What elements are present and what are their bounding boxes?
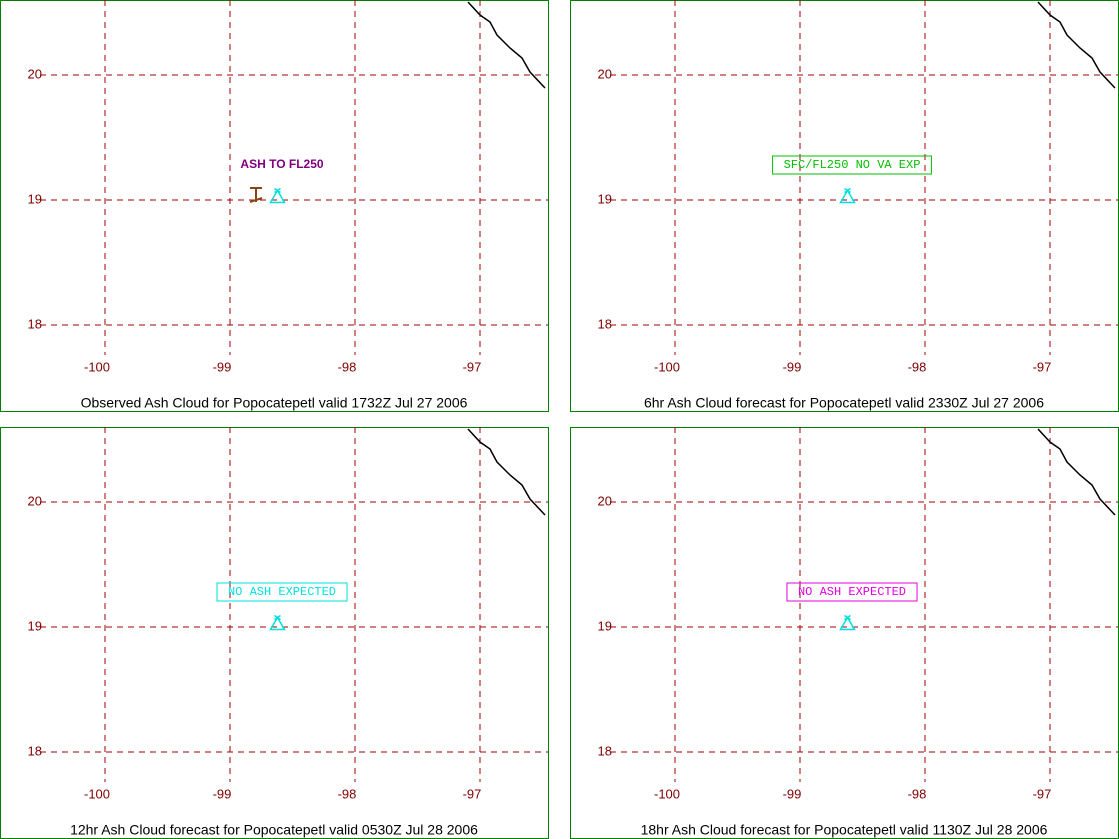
lon-label: -98 — [908, 786, 927, 801]
lat-label: 18 — [28, 743, 42, 758]
lon-label: -99 — [783, 786, 802, 801]
panel-title: 12hr Ash Cloud forecast for Popocatepetl… — [70, 822, 478, 838]
coastline — [1037, 428, 1116, 516]
annotation: SFC/FL250 NO VA EXP — [784, 158, 921, 172]
lon-label: -97 — [463, 786, 482, 801]
volcano-symbol — [839, 187, 856, 204]
lat-label: 18 — [28, 316, 42, 331]
panel-title: 18hr Ash Cloud forecast for Popocatepetl… — [641, 822, 1048, 838]
lat-label: 20 — [598, 66, 612, 81]
lat-label: 20 — [28, 66, 42, 81]
coastline — [467, 428, 546, 516]
panel-border — [0, 0, 549, 412]
lon-label: -97 — [1033, 359, 1052, 374]
panel-border — [570, 0, 1119, 412]
lon-label: -100 — [84, 786, 110, 801]
lon-label: -98 — [338, 786, 357, 801]
volcano-symbol — [269, 614, 286, 631]
lat-label: 19 — [28, 191, 42, 206]
ash-symbol — [249, 187, 263, 203]
annotation-box — [786, 582, 918, 602]
panel-border — [570, 427, 1119, 839]
map-panel: -100 -99 -98 -97 20 19 18 NO ASH EXPECTED 18hr A… — [570, 427, 1119, 839]
panel-title: Observed Ash Cloud for Popocatepetl vali… — [81, 395, 468, 411]
lat-label: 20 — [598, 493, 612, 508]
lat-label: 20 — [28, 493, 42, 508]
annotation: ASH TO FL250 — [240, 157, 323, 171]
panel-border — [0, 427, 549, 839]
lat-label: 19 — [598, 191, 612, 206]
lat-label: 18 — [598, 743, 612, 758]
lon-label: -97 — [463, 359, 482, 374]
lon-label: -99 — [213, 359, 232, 374]
panel-title: 6hr Ash Cloud forecast for Popocatepetl … — [644, 395, 1044, 411]
coastline — [1037, 1, 1116, 89]
coastline — [467, 1, 546, 89]
annotation: NO ASH EXPECTED — [798, 585, 906, 599]
annotation-box — [216, 582, 348, 602]
map-panel: -100 -99 -98 -97 20 19 18 NO ASH EXPECTED 12hr A… — [0, 427, 549, 839]
lon-label: -98 — [338, 359, 357, 374]
lon-label: -100 — [654, 786, 680, 801]
annotation-box — [772, 155, 932, 175]
lon-label: -99 — [213, 786, 232, 801]
lat-label: 19 — [598, 618, 612, 633]
map-panel: -100 -99 -98 -97 20 19 18 SFC/FL250 NO VA EXP 6h… — [570, 0, 1119, 412]
lat-label: 18 — [598, 316, 612, 331]
volcano-symbol — [269, 187, 286, 204]
volcano-symbol — [839, 614, 856, 631]
lat-label: 19 — [28, 618, 42, 633]
annotation: NO ASH EXPECTED — [228, 585, 336, 599]
lon-label: -100 — [84, 359, 110, 374]
lon-label: -99 — [783, 359, 802, 374]
lon-label: -97 — [1033, 786, 1052, 801]
map-panel: -100 -99 -98 -97 20 19 18 ASH TO FL250 Observed … — [0, 0, 549, 412]
lon-label: -98 — [908, 359, 927, 374]
lon-label: -100 — [654, 359, 680, 374]
